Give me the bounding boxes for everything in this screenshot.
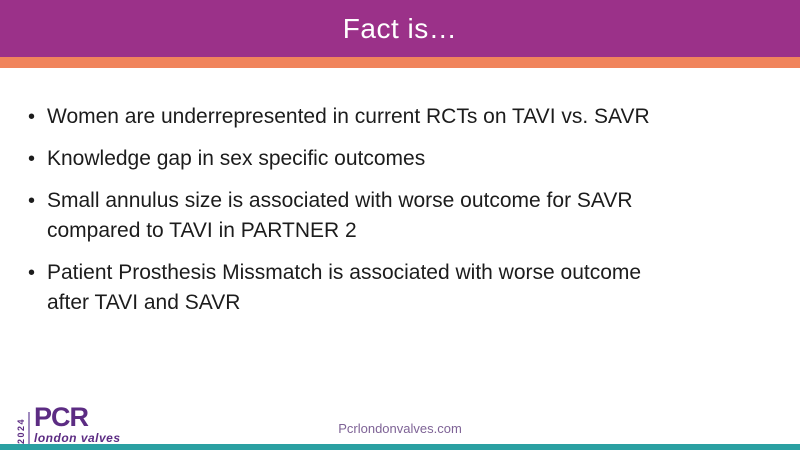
bullet-dot-icon: •: [28, 106, 36, 128]
bullet-text: Knowledge gap in sex specific outcomes: [47, 147, 426, 170]
slide-header-bar: Fact is…: [0, 0, 800, 57]
bullet-dot-icon: •: [28, 262, 36, 284]
logo-tagline: london valves: [34, 431, 121, 445]
bottom-accent-bar: [0, 444, 800, 450]
list-item: • Women are underrepresented in current …: [28, 102, 770, 132]
bullet-dot-icon: •: [28, 190, 36, 212]
logo-divider: [28, 412, 30, 444]
list-item: • Small annulus size is associated with …: [28, 186, 770, 246]
bullet-text: Small annulus size is associated with wo…: [47, 189, 633, 242]
bullet-text: Women are underrepresented in current RC…: [47, 105, 650, 128]
footer-website-url: Pcrlondonvalves.com: [338, 421, 462, 436]
list-item: • Patient Prosthesis Missmatch is associ…: [28, 258, 770, 318]
bullet-text: Patient Prosthesis Missmatch is associat…: [47, 261, 642, 314]
pcr-london-valves-logo: 2024 PCR london valves: [16, 404, 121, 444]
slide-body: • Women are underrepresented in current …: [0, 68, 800, 318]
bullet-list: • Women are underrepresented in current …: [28, 102, 770, 318]
slide-title: Fact is…: [342, 12, 458, 44]
list-item: • Knowledge gap in sex specific outcomes: [28, 144, 770, 174]
accent-underline-bar: [0, 57, 800, 68]
logo-main: PCR london valves: [34, 402, 121, 445]
logo-brand-text: PCR: [34, 402, 89, 432]
bullet-dot-icon: •: [28, 148, 36, 170]
